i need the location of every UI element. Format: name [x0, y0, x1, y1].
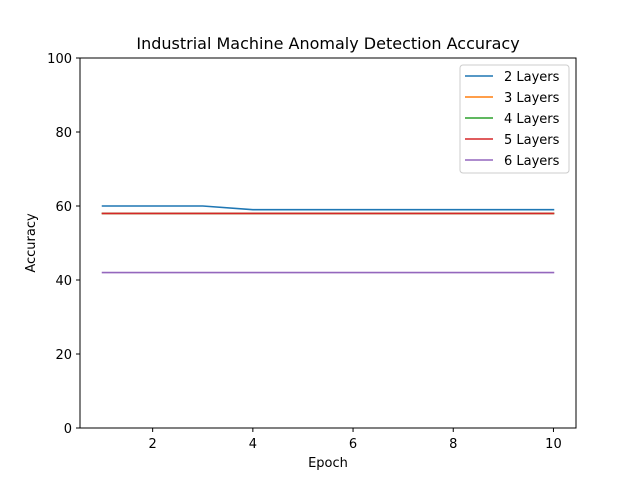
x-tick-label: 2 — [149, 437, 157, 452]
y-axis-title: Accuracy — [24, 213, 39, 273]
legend: 2 Layers 3 Layers 4 Layers 5 Layers 6 Layers — [459, 64, 570, 174]
y-tick-label: 80 — [55, 126, 72, 141]
x-tick-label: 6 — [349, 437, 357, 452]
legend-box — [459, 64, 570, 174]
x-tick-label: 8 — [449, 437, 457, 452]
plot-frame — [79, 57, 577, 429]
legend-label-2: 3 Layers — [504, 91, 560, 106]
x-axis-ticks: 2 4 6 8 10 — [149, 428, 562, 452]
x-tick-label: 10 — [545, 437, 562, 452]
legend-label-1: 2 Layers — [504, 70, 560, 85]
series-layer — [101, 205, 555, 274]
series-line-1 — [101, 205, 555, 211]
x-axis-title: Epoch — [308, 456, 348, 471]
x-tick-label: 4 — [249, 437, 257, 452]
y-tick-label: 20 — [55, 348, 72, 363]
chart-title: Industrial Machine Anomaly Detection Acc… — [136, 34, 519, 53]
y-tick-label: 100 — [47, 52, 72, 67]
y-axis-ticks: 0 20 40 60 80 100 — [47, 52, 80, 437]
legend-label-4: 5 Layers — [504, 133, 560, 148]
legend-label-5: 6 Layers — [504, 154, 560, 169]
axes-layer — [79, 57, 577, 429]
y-tick-label: 60 — [55, 200, 72, 215]
y-tick-label: 40 — [55, 274, 72, 289]
y-tick-label: 0 — [64, 422, 72, 437]
legend-label-3: 4 Layers — [504, 112, 560, 127]
